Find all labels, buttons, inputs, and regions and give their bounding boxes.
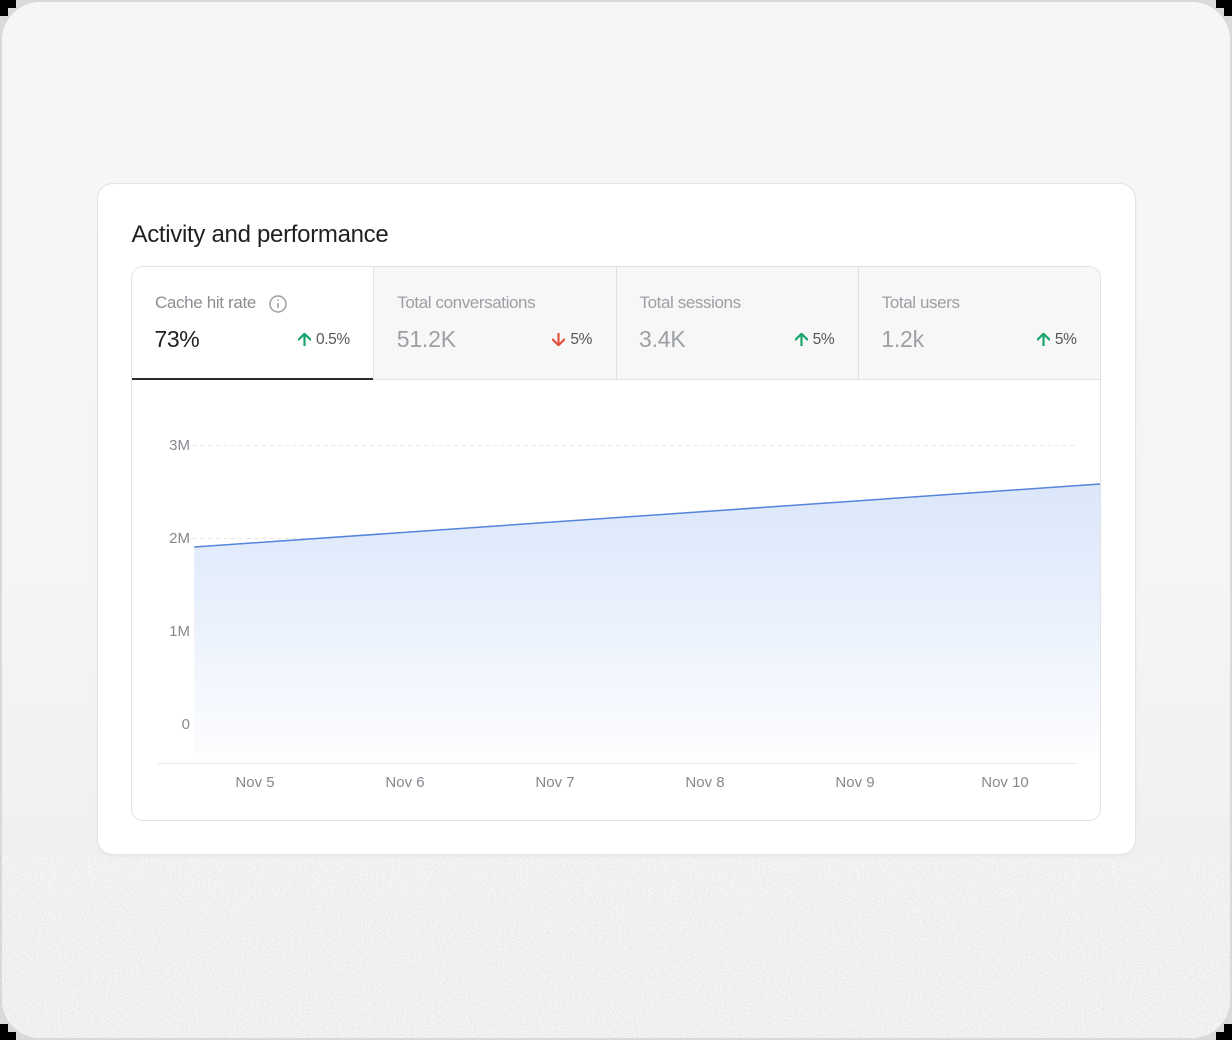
svg-text:0: 0: [182, 716, 190, 733]
svg-text:Nov 6: Nov 6: [385, 774, 424, 791]
svg-text:Nov 8: Nov 8: [685, 774, 724, 791]
svg-text:3M: 3M: [169, 437, 190, 454]
svg-text:Nov 10: Nov 10: [981, 774, 1029, 791]
svg-text:Nov 5: Nov 5: [235, 774, 274, 791]
svg-text:2M: 2M: [169, 530, 190, 547]
svg-text:1M: 1M: [169, 623, 190, 640]
svg-text:Nov 7: Nov 7: [535, 774, 574, 791]
svg-text:Nov 9: Nov 9: [835, 774, 874, 791]
